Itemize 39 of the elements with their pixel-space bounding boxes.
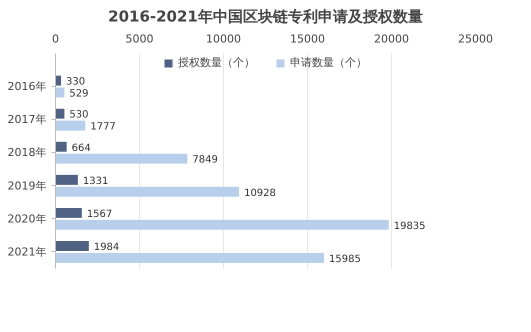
data-label: 10928 bbox=[244, 188, 276, 199]
data-label: 664 bbox=[72, 142, 91, 154]
bar bbox=[56, 252, 324, 263]
x-tick-label: 0 bbox=[52, 32, 59, 46]
bar bbox=[56, 241, 89, 251]
y-tick-label: 2020年 bbox=[8, 212, 47, 226]
bar bbox=[56, 154, 188, 164]
y-tick-label: 2017年 bbox=[8, 113, 47, 126]
data-label: 330 bbox=[66, 76, 86, 88]
x-tick-label: 10000 bbox=[206, 32, 242, 46]
bar bbox=[56, 220, 389, 230]
legend-label: 申请数量（个） bbox=[290, 55, 367, 70]
y-tick-label: 2021年 bbox=[8, 245, 47, 258]
bar bbox=[56, 108, 64, 119]
chart-title: 2016-2021年中国区块链专利申请及授权数量 bbox=[108, 8, 423, 26]
data-label: 7849 bbox=[192, 154, 218, 166]
data-label: 1777 bbox=[90, 122, 116, 133]
bar bbox=[56, 174, 78, 185]
y-tick-label: 2016年 bbox=[8, 80, 47, 94]
x-tick-label: 15000 bbox=[290, 32, 326, 46]
data-label: 529 bbox=[69, 88, 88, 100]
bar bbox=[56, 208, 82, 218]
x-tick-label: 25000 bbox=[458, 32, 494, 46]
bar bbox=[56, 76, 62, 86]
y-tick-label: 2018年 bbox=[8, 146, 47, 160]
bar bbox=[56, 186, 240, 197]
y-tick-label: 2019年 bbox=[8, 179, 47, 192]
x-tick-label: 20000 bbox=[374, 32, 410, 46]
data-label: 19835 bbox=[394, 220, 426, 232]
bar bbox=[56, 120, 86, 131]
legend-label: 授权数量（个） bbox=[178, 55, 255, 70]
bar bbox=[56, 142, 67, 152]
x-tick-label: 5000 bbox=[126, 32, 154, 46]
data-label: 530 bbox=[69, 110, 88, 121]
bar bbox=[56, 88, 64, 98]
data-label: 15985 bbox=[329, 254, 361, 265]
data-label: 1331 bbox=[82, 176, 108, 187]
data-label: 1567 bbox=[86, 208, 112, 220]
data-label: 1984 bbox=[94, 242, 120, 254]
